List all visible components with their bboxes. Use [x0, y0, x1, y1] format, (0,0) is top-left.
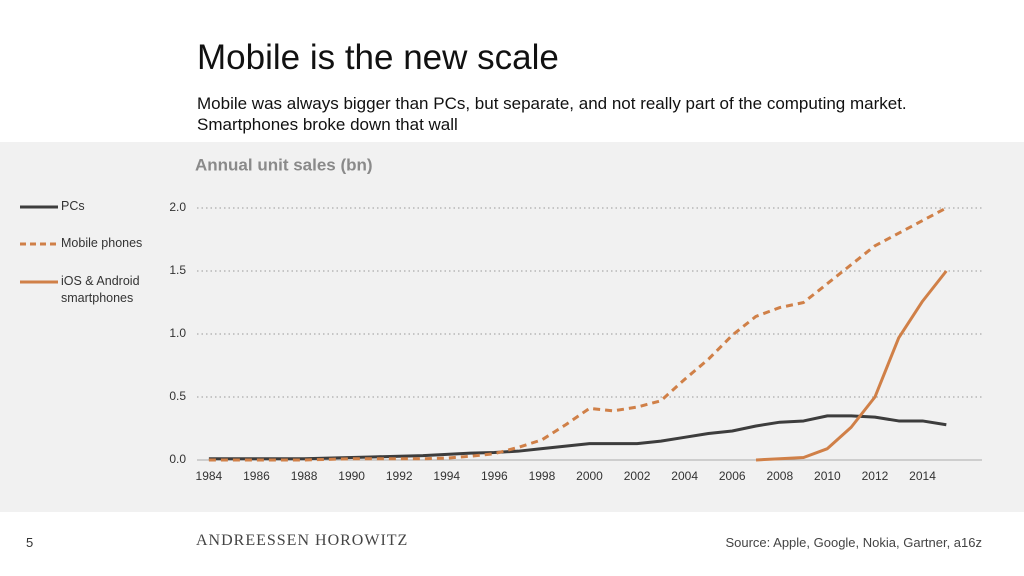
legend-label: Mobile phones: [61, 236, 143, 250]
x-tick-label: 1992: [386, 469, 413, 483]
series-line: [208, 414, 947, 461]
slide-number: 5: [26, 535, 34, 550]
series-line: [208, 206, 948, 462]
x-tick-label: 1998: [529, 469, 556, 483]
y-tick-label: 0.5: [169, 389, 186, 403]
chart-title: Annual unit sales (bn): [195, 155, 373, 174]
x-tick-label: 1988: [291, 469, 318, 483]
series-line: [755, 270, 948, 462]
legend-label: iOS & Android smartphones: [61, 274, 140, 305]
brand: ANDREESSEN HOROWITZ: [196, 532, 409, 549]
y-tick-label: 2.0: [169, 200, 186, 214]
x-tick-label: 2012: [862, 469, 889, 483]
x-tick-label: 1986: [243, 469, 270, 483]
source: Source: Apple, Google, Nokia, Gartner, a…: [725, 535, 982, 550]
x-tick-label: 1990: [338, 469, 365, 483]
x-tick-label: 2014: [909, 469, 936, 483]
y-tick-label: 0.0: [169, 452, 186, 466]
x-tick-label: 2004: [671, 469, 698, 483]
legend-label: PCs: [61, 199, 85, 213]
x-tick-label: 2010: [814, 469, 841, 483]
x-tick-label: 2008: [766, 469, 793, 483]
y-tick-label: 1.0: [169, 326, 186, 340]
x-tick-label: 2006: [719, 469, 746, 483]
y-tick-label: 1.5: [169, 263, 186, 277]
x-tick-label: 1996: [481, 469, 508, 483]
x-tick-label: 1994: [433, 469, 460, 483]
x-tick-label: 2000: [576, 469, 603, 483]
slide-subtitle: Mobile was always bigger than PCs, but s…: [197, 94, 907, 134]
slide-title: Mobile is the new scale: [197, 38, 559, 77]
x-tick-label: 1984: [196, 469, 223, 483]
x-tick-label: 2002: [624, 469, 651, 483]
